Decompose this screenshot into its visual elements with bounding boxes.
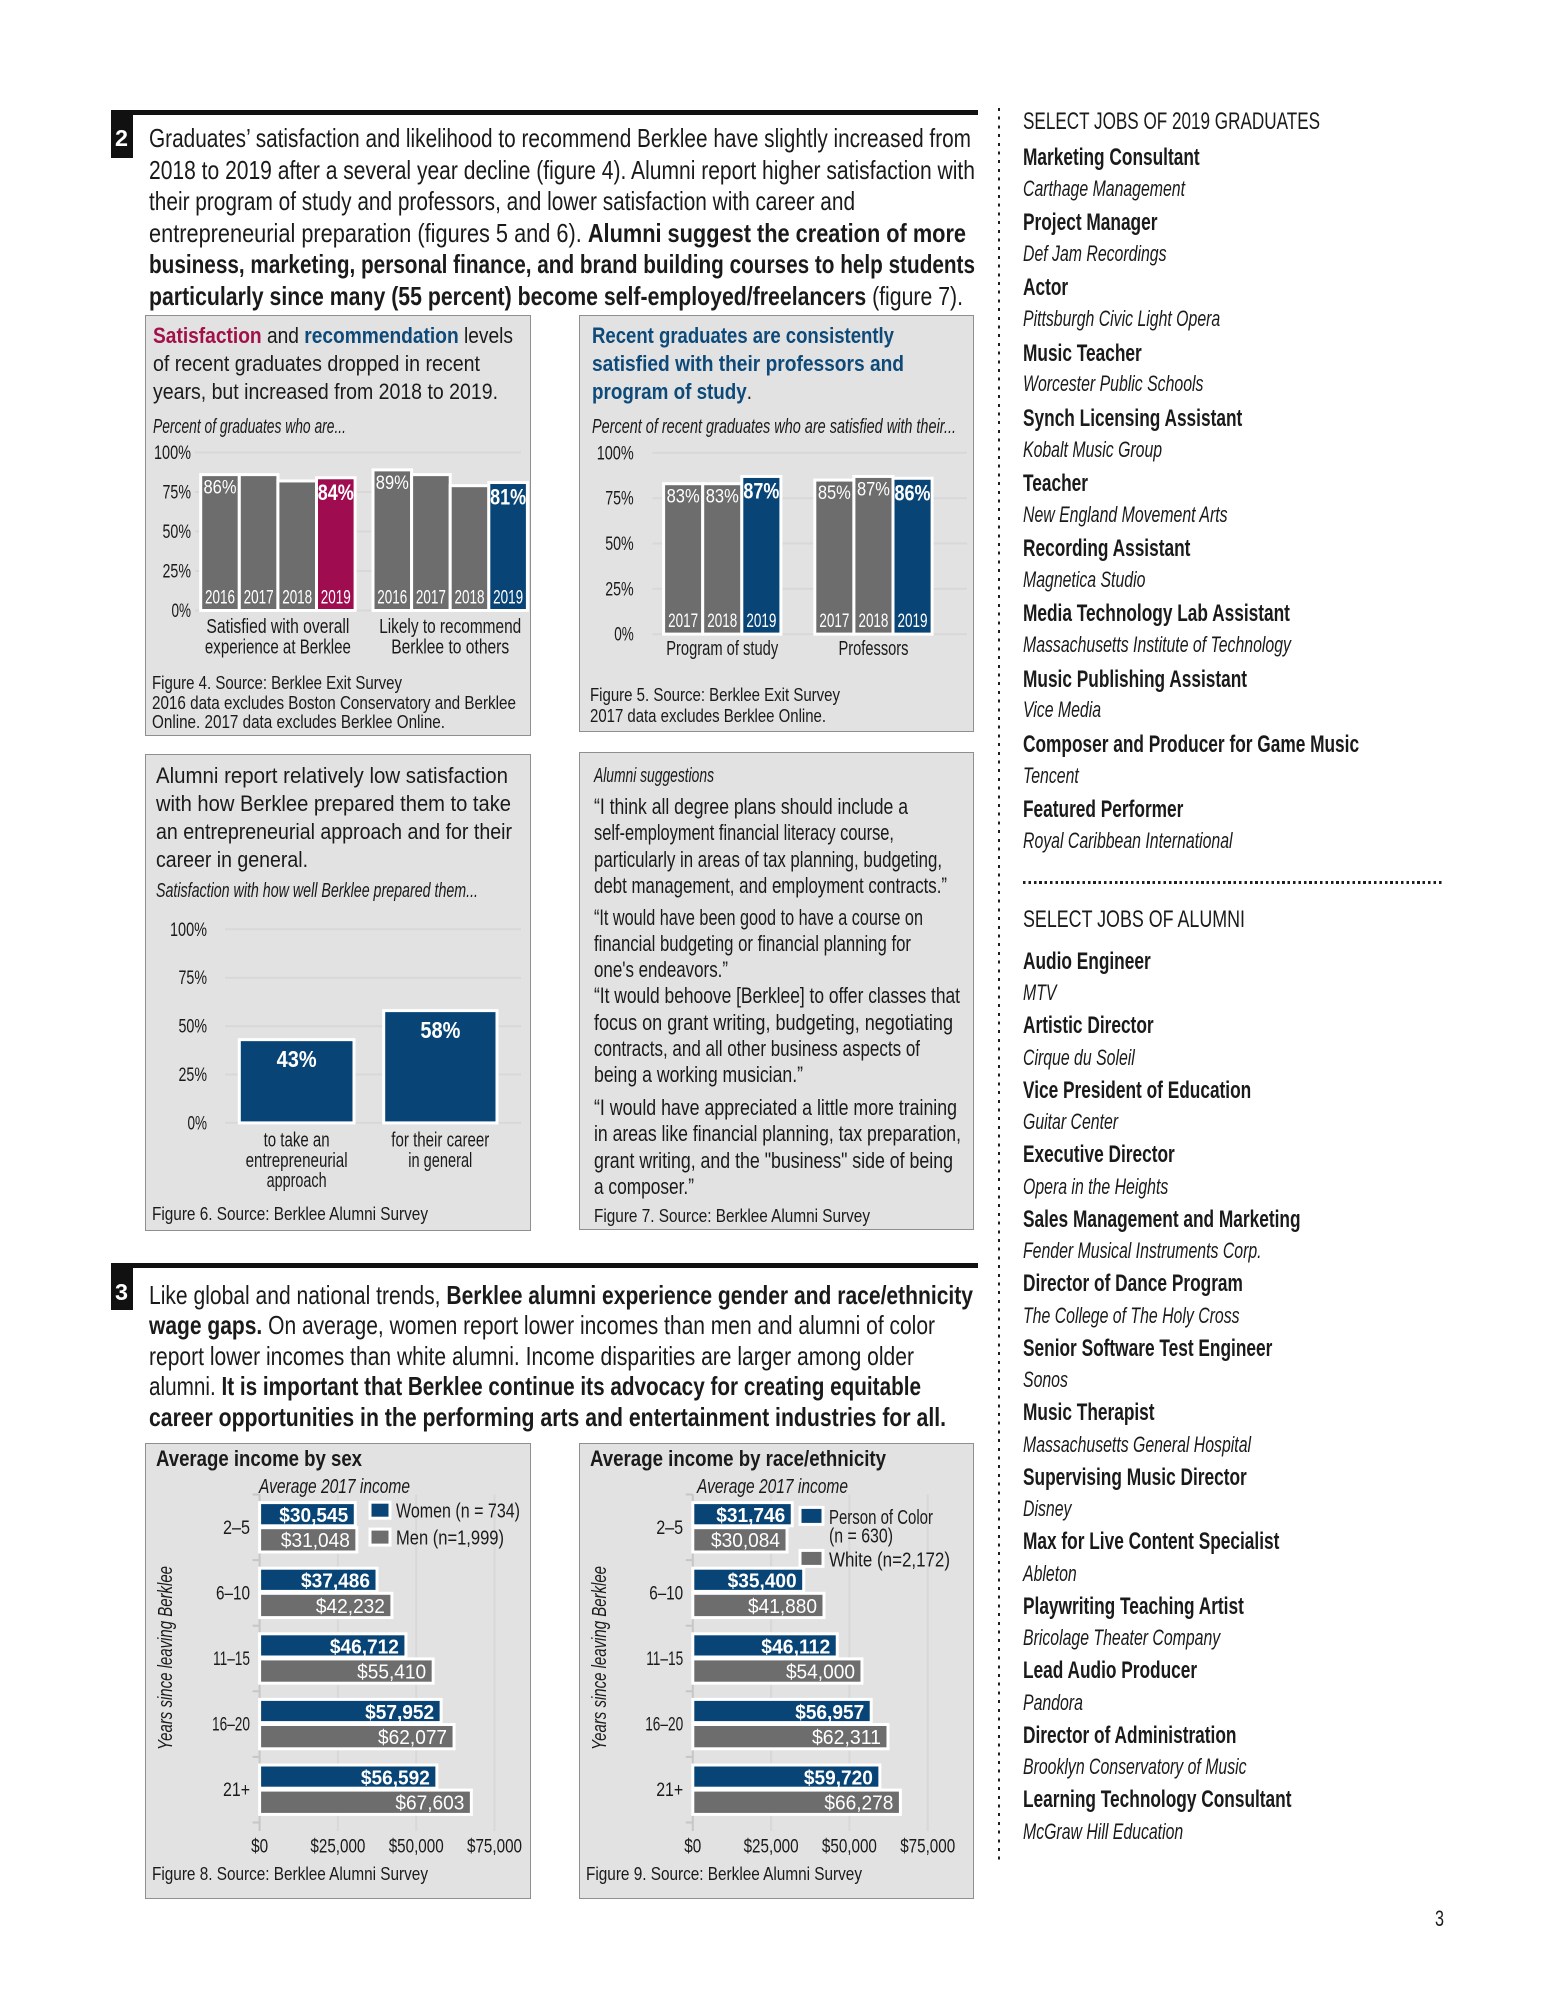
svg-text:2–5: 2–5 <box>656 1517 683 1539</box>
svg-text:Person of Color: Person of Color <box>829 1507 933 1529</box>
svg-text:Men (n=1,999): Men (n=1,999) <box>396 1528 504 1550</box>
svg-text:75%: 75% <box>178 967 207 989</box>
svg-text:$31,746: $31,746 <box>716 1504 785 1527</box>
svg-text:2018: 2018 <box>282 588 312 609</box>
svg-text:100%: 100% <box>596 442 633 464</box>
svg-text:87%: 87% <box>743 478 779 503</box>
svg-text:2017: 2017 <box>415 588 445 609</box>
svg-text:83%: 83% <box>666 486 699 508</box>
svg-text:87%: 87% <box>856 478 889 500</box>
svg-text:6–10: 6–10 <box>649 1582 683 1604</box>
svg-text:81%: 81% <box>490 485 526 510</box>
svg-text:50%: 50% <box>162 521 191 543</box>
svg-text:58%: 58% <box>420 1017 460 1043</box>
svg-text:100%: 100% <box>170 919 207 941</box>
svg-text:0%: 0% <box>171 600 191 622</box>
svg-text:2016: 2016 <box>377 588 407 609</box>
svg-text:75%: 75% <box>605 488 634 510</box>
svg-text:86%: 86% <box>203 477 236 499</box>
svg-text:2018: 2018 <box>707 611 737 632</box>
svg-text:2017: 2017 <box>668 611 698 632</box>
svg-text:25%: 25% <box>605 578 634 600</box>
svg-text:100%: 100% <box>154 442 191 464</box>
svg-text:entrepreneurial: entrepreneurial <box>245 1150 347 1172</box>
svg-text:White (n=2,172): White (n=2,172) <box>829 1549 950 1571</box>
svg-text:Likely to recommend: Likely to recommend <box>379 616 521 638</box>
svg-text:$75,000: $75,000 <box>467 1836 522 1858</box>
svg-text:$30,084: $30,084 <box>711 1530 780 1552</box>
svg-text:$37,486: $37,486 <box>301 1570 370 1593</box>
svg-text:$31,048: $31,048 <box>280 1530 349 1552</box>
svg-text:0%: 0% <box>187 1112 207 1134</box>
svg-text:$62,311: $62,311 <box>811 1727 880 1749</box>
svg-text:$75,000: $75,000 <box>900 1836 955 1858</box>
svg-text:approach: approach <box>266 1170 326 1192</box>
svg-text:for their career: for their career <box>391 1129 489 1151</box>
svg-text:21+: 21+ <box>223 1779 250 1801</box>
svg-text:83%: 83% <box>705 486 738 508</box>
svg-text:50%: 50% <box>605 533 634 555</box>
svg-text:2018: 2018 <box>858 611 888 632</box>
svg-text:$42,232: $42,232 <box>315 1596 384 1618</box>
svg-text:11–15: 11–15 <box>646 1648 683 1670</box>
svg-text:2016: 2016 <box>205 588 235 609</box>
svg-text:21+: 21+ <box>656 1779 683 1801</box>
svg-text:$35,400: $35,400 <box>727 1570 796 1593</box>
svg-text:2019: 2019 <box>897 611 927 632</box>
svg-text:16–20: 16–20 <box>645 1714 683 1736</box>
svg-text:$67,603: $67,603 <box>395 1793 464 1815</box>
svg-text:$0: $0 <box>251 1836 268 1858</box>
svg-text:$41,880: $41,880 <box>747 1596 816 1618</box>
svg-text:$25,000: $25,000 <box>743 1836 798 1858</box>
svg-text:$50,000: $50,000 <box>388 1836 443 1858</box>
svg-text:84%: 84% <box>317 480 353 505</box>
svg-text:to take an: to take an <box>263 1129 329 1151</box>
svg-text:$0: $0 <box>684 1836 701 1858</box>
svg-text:$62,077: $62,077 <box>378 1727 447 1749</box>
svg-text:85%: 85% <box>817 482 850 504</box>
svg-text:2–5: 2–5 <box>223 1517 250 1539</box>
svg-text:2017: 2017 <box>243 588 273 609</box>
svg-text:$55,410: $55,410 <box>357 1661 426 1683</box>
svg-text:Program of study: Program of study <box>666 638 778 660</box>
svg-text:$54,000: $54,000 <box>785 1661 854 1683</box>
svg-text:$46,112: $46,112 <box>761 1635 830 1658</box>
svg-text:50%: 50% <box>178 1016 207 1038</box>
svg-text:Years since leaving Berklee: Years since leaving Berklee <box>155 1566 177 1750</box>
svg-text:43%: 43% <box>276 1046 316 1072</box>
svg-text:Satisfied with overall: Satisfied with overall <box>206 616 349 638</box>
svg-text:$57,952: $57,952 <box>365 1701 434 1724</box>
svg-text:(n = 630): (n = 630) <box>829 1526 893 1548</box>
svg-text:Years since leaving Berklee: Years since leaving Berklee <box>589 1566 611 1750</box>
svg-text:16–20: 16–20 <box>212 1714 250 1736</box>
svg-text:11–15: 11–15 <box>213 1648 250 1670</box>
svg-text:86%: 86% <box>894 480 930 505</box>
svg-text:0%: 0% <box>614 624 634 646</box>
svg-text:Professors: Professors <box>838 638 908 660</box>
svg-text:Berklee to others: Berklee to others <box>391 637 509 659</box>
svg-text:25%: 25% <box>162 561 191 583</box>
svg-text:25%: 25% <box>178 1064 207 1086</box>
svg-text:2019: 2019 <box>746 611 776 632</box>
svg-text:experience at Berklee: experience at Berklee <box>204 637 350 659</box>
svg-text:6–10: 6–10 <box>216 1582 250 1604</box>
svg-text:$56,592: $56,592 <box>360 1767 429 1790</box>
svg-text:$30,545: $30,545 <box>279 1504 348 1527</box>
svg-text:2019: 2019 <box>493 588 523 609</box>
svg-text:$50,000: $50,000 <box>821 1836 876 1858</box>
svg-text:75%: 75% <box>162 482 191 504</box>
svg-text:$46,712: $46,712 <box>329 1635 398 1658</box>
svg-text:$25,000: $25,000 <box>310 1836 365 1858</box>
svg-text:89%: 89% <box>375 472 408 494</box>
svg-text:2017: 2017 <box>819 611 849 632</box>
svg-text:$56,957: $56,957 <box>795 1701 864 1724</box>
svg-text:Women (n = 734): Women (n = 734) <box>396 1501 520 1523</box>
svg-text:$66,278: $66,278 <box>824 1793 893 1815</box>
svg-text:2019: 2019 <box>320 588 350 609</box>
svg-text:2018: 2018 <box>454 588 484 609</box>
svg-text:in general: in general <box>408 1150 472 1172</box>
svg-text:$59,720: $59,720 <box>803 1767 872 1790</box>
